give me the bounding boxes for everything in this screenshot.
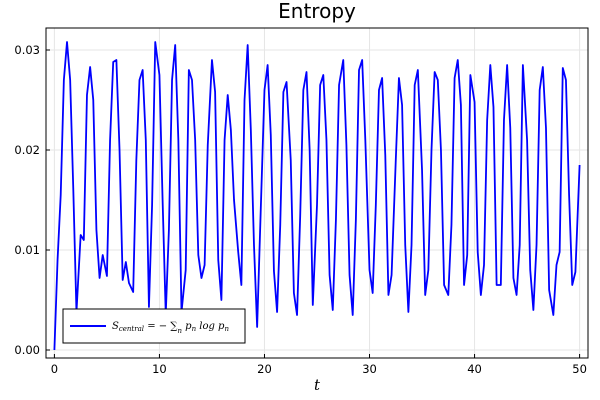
x-tick-label: 40 bbox=[467, 362, 482, 376]
x-tick-label: 10 bbox=[152, 362, 167, 376]
axis-ticks: 0 10 20 30 40 50 0.00 0.01 0.02 0.03 bbox=[14, 43, 587, 376]
plot-frame bbox=[45, 27, 589, 359]
y-tick-label: 0.03 bbox=[14, 43, 40, 57]
y-tick-label: 0.00 bbox=[14, 343, 40, 357]
legend-entry: Scentral = − ∑n pn log pn bbox=[112, 321, 229, 335]
y-tick-label: 0.01 bbox=[14, 243, 40, 257]
x-tick-label: 0 bbox=[51, 362, 58, 376]
x-tick-label: 50 bbox=[572, 362, 587, 376]
legend: Scentral = − ∑n pn log pn bbox=[62, 308, 246, 344]
x-tick-label: 30 bbox=[362, 362, 377, 376]
y-tick-label: 0.02 bbox=[14, 143, 40, 157]
x-axis-label: t bbox=[314, 376, 321, 394]
x-tick-label: 20 bbox=[257, 362, 272, 376]
chart-title: Entropy bbox=[278, 0, 356, 23]
series-line-entropy bbox=[53, 41, 581, 351]
